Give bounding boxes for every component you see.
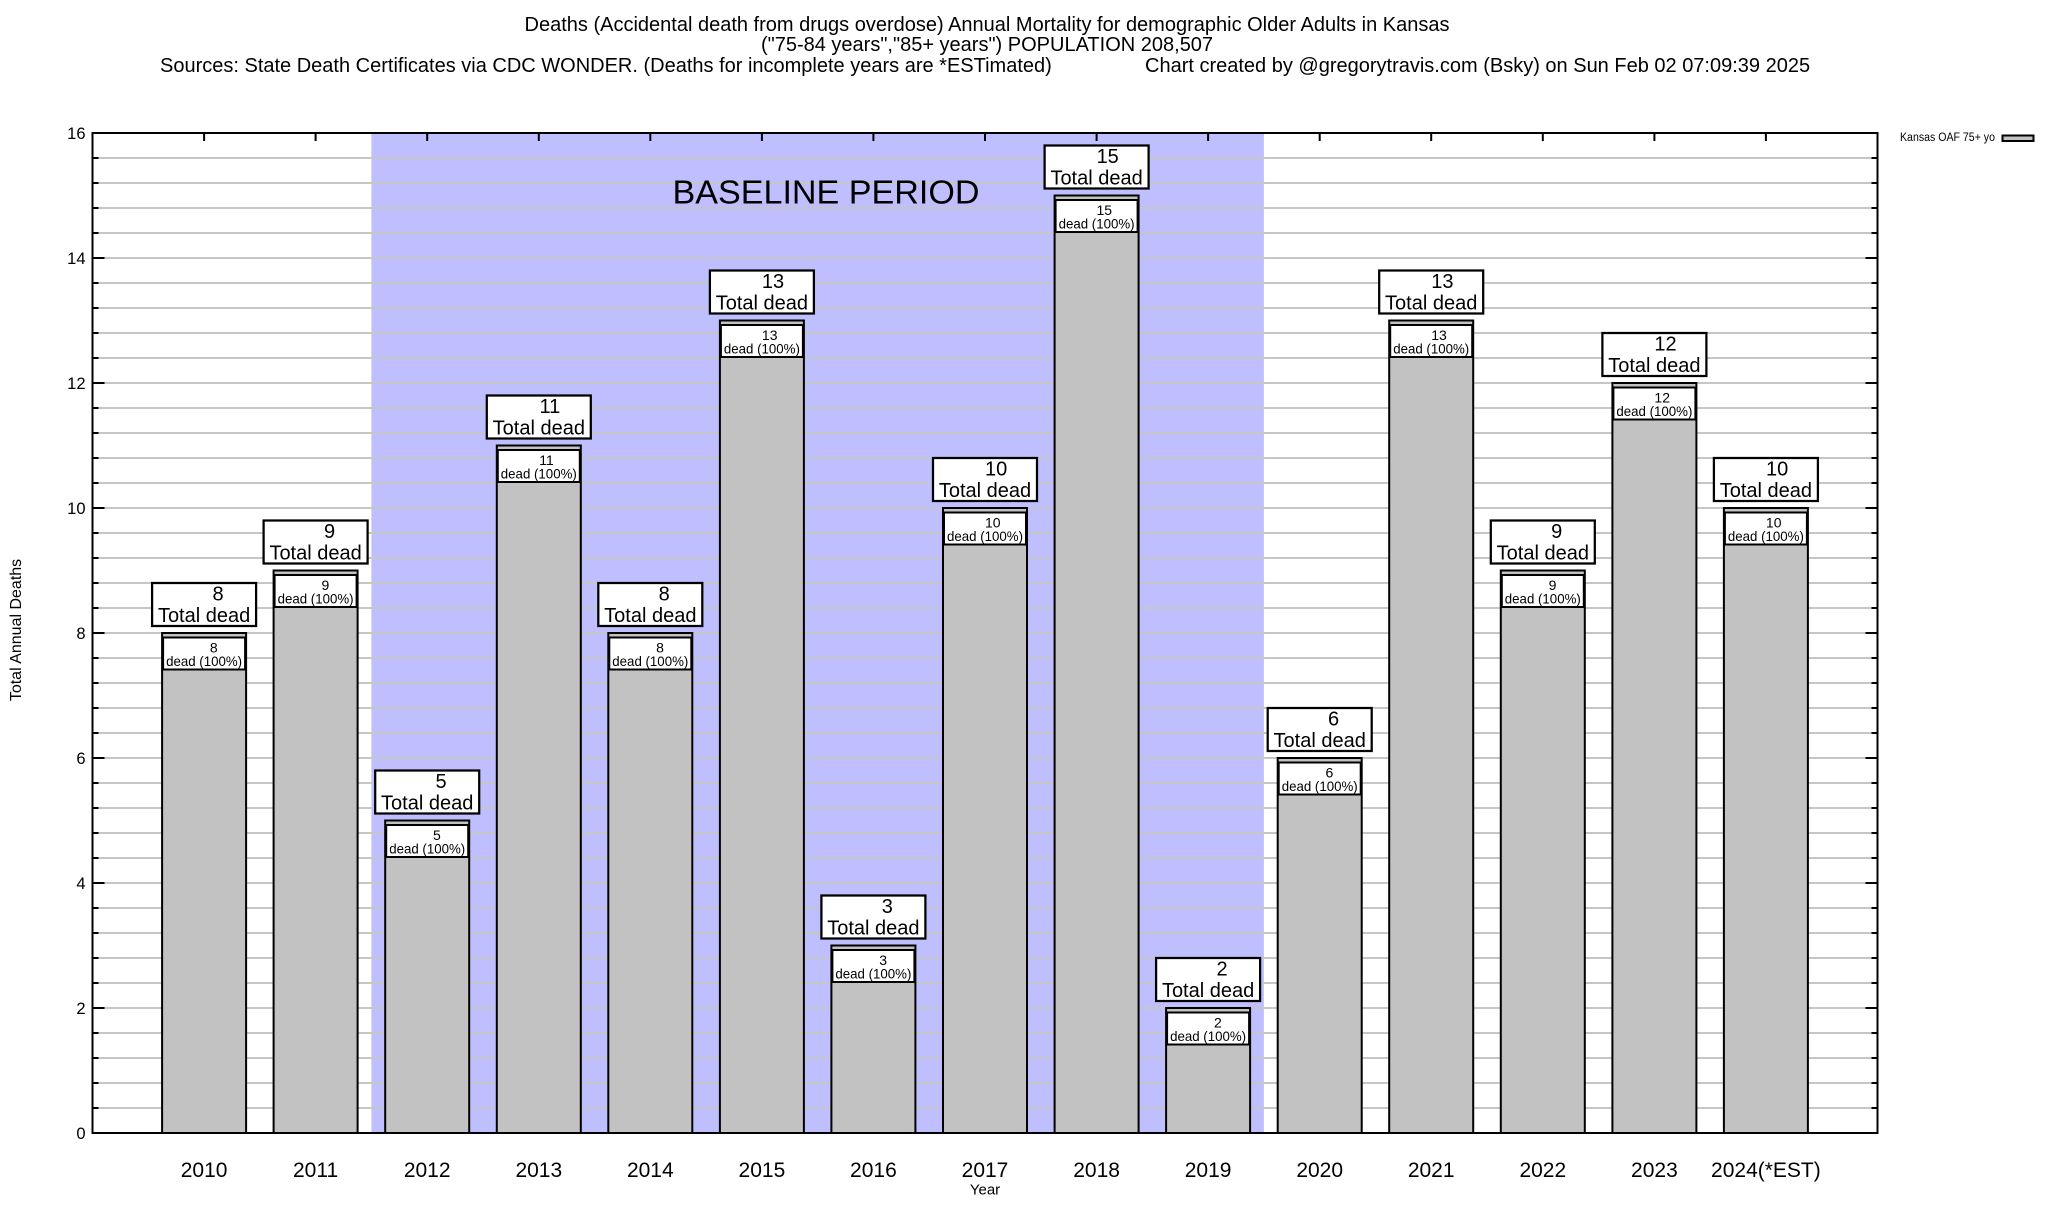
svg-text:dead (100%): dead (100%): [835, 966, 911, 982]
svg-text:Total dead: Total dead: [604, 605, 696, 627]
svg-text:2021: 2021: [1408, 1159, 1455, 1182]
svg-text:Total dead: Total dead: [493, 418, 585, 440]
svg-text:Kansas OAF 75+ yo: Kansas OAF 75+ yo: [1900, 132, 1995, 144]
svg-text:2015: 2015: [739, 1159, 786, 1182]
svg-text:10: 10: [985, 515, 1001, 531]
svg-text:Total dead: Total dead: [381, 793, 473, 815]
svg-text:6: 6: [1328, 709, 1339, 731]
svg-text:12: 12: [67, 375, 85, 393]
svg-text:2020: 2020: [1296, 1159, 1343, 1182]
svg-text:dead (100%): dead (100%): [278, 591, 354, 607]
svg-text:Total dead: Total dead: [1608, 355, 1700, 377]
svg-text:8: 8: [76, 625, 85, 643]
svg-text:14: 14: [67, 250, 85, 268]
svg-text:dead (100%): dead (100%): [1282, 778, 1358, 794]
svg-text:11: 11: [540, 396, 561, 418]
svg-text:5: 5: [436, 771, 447, 793]
svg-text:5: 5: [433, 827, 441, 843]
svg-text:13: 13: [762, 327, 778, 343]
svg-text:2: 2: [1214, 1015, 1222, 1031]
svg-text:9: 9: [1551, 521, 1562, 543]
svg-text:dead (100%): dead (100%): [1505, 591, 1581, 607]
svg-text:Total dead: Total dead: [158, 605, 250, 627]
svg-text:2014: 2014: [627, 1159, 674, 1182]
svg-text:2018: 2018: [1073, 1159, 1120, 1182]
svg-text:Total dead: Total dead: [939, 480, 1031, 502]
svg-text:Total dead: Total dead: [827, 918, 919, 940]
svg-text:12: 12: [1654, 334, 1676, 356]
svg-text:dead (100%): dead (100%): [612, 653, 688, 669]
svg-text:Total Annual Deaths: Total Annual Deaths: [8, 559, 25, 701]
svg-text:2023: 2023: [1631, 1159, 1678, 1182]
svg-text:Deaths (Accidental death from: Deaths (Accidental death from drugs over…: [525, 14, 1450, 36]
svg-text:2012: 2012: [404, 1159, 451, 1182]
svg-text:2: 2: [76, 1000, 85, 1018]
svg-text:6: 6: [1326, 765, 1334, 781]
svg-text:BASELINE PERIOD: BASELINE PERIOD: [673, 174, 980, 211]
svg-text:11: 11: [539, 452, 554, 468]
svg-text:Sources: State Death Certifica: Sources: State Death Certificates via CD…: [160, 55, 1052, 77]
svg-text:13: 13: [762, 271, 784, 293]
svg-text:Total dead: Total dead: [1385, 293, 1477, 315]
svg-text:4: 4: [76, 875, 85, 893]
svg-text:2022: 2022: [1519, 1159, 1566, 1182]
svg-text:dead (100%): dead (100%): [1393, 341, 1469, 357]
svg-text:15: 15: [1097, 202, 1113, 218]
svg-text:2011: 2011: [293, 1159, 338, 1182]
svg-text:dead (100%): dead (100%): [389, 841, 465, 857]
svg-text:12: 12: [1654, 390, 1670, 406]
svg-text:16: 16: [67, 125, 85, 143]
svg-text:2016: 2016: [850, 1159, 897, 1182]
svg-text:0: 0: [76, 1125, 85, 1143]
svg-text:9: 9: [322, 577, 330, 593]
svg-text:8: 8: [656, 640, 664, 656]
svg-text:Total dead: Total dead: [1720, 480, 1812, 502]
svg-text:dead (100%): dead (100%): [166, 653, 242, 669]
svg-text:3: 3: [879, 952, 887, 968]
svg-text:8: 8: [212, 584, 223, 606]
svg-text:Total dead: Total dead: [1274, 730, 1366, 752]
svg-text:3: 3: [882, 896, 893, 918]
svg-text:2019: 2019: [1185, 1159, 1232, 1182]
svg-text:Total dead: Total dead: [716, 293, 808, 315]
svg-text:13: 13: [1431, 271, 1453, 293]
svg-text:2017: 2017: [962, 1159, 1009, 1182]
svg-text:10: 10: [1766, 459, 1788, 481]
svg-text:15: 15: [1097, 146, 1119, 168]
svg-text:dead (100%): dead (100%): [724, 341, 800, 357]
svg-text:10: 10: [985, 459, 1007, 481]
svg-text:9: 9: [324, 521, 335, 543]
svg-text:8: 8: [210, 640, 218, 656]
svg-text:dead (100%): dead (100%): [1059, 216, 1135, 232]
svg-text:dead (100%): dead (100%): [947, 528, 1023, 544]
svg-text:8: 8: [659, 584, 670, 606]
svg-text:2013: 2013: [515, 1159, 562, 1182]
svg-text:2010: 2010: [181, 1159, 228, 1182]
svg-text:Total dead: Total dead: [269, 543, 361, 565]
svg-text:dead (100%): dead (100%): [1170, 1028, 1246, 1044]
svg-text:dead (100%): dead (100%): [1616, 403, 1692, 419]
svg-text:Chart created by @gregorytravi: Chart created by @gregorytravis.com (Bsk…: [1145, 55, 1810, 77]
svg-text:10: 10: [1766, 515, 1782, 531]
svg-text:2024(*EST): 2024(*EST): [1711, 1159, 1821, 1182]
svg-text:10: 10: [67, 500, 85, 518]
svg-text:dead (100%): dead (100%): [501, 466, 577, 482]
svg-text:2: 2: [1216, 959, 1227, 981]
svg-text:9: 9: [1549, 577, 1557, 593]
svg-text:("75-84 years","85+ years") PO: ("75-84 years","85+ years") POPULATION 2…: [761, 34, 1213, 56]
svg-text:Year: Year: [970, 1182, 1000, 1199]
svg-text:Total dead: Total dead: [1497, 543, 1589, 565]
svg-text:Total dead: Total dead: [1162, 980, 1254, 1002]
svg-text:13: 13: [1431, 327, 1447, 343]
svg-text:6: 6: [76, 750, 85, 768]
svg-text:Total dead: Total dead: [1050, 168, 1142, 190]
svg-text:dead (100%): dead (100%): [1728, 528, 1804, 544]
